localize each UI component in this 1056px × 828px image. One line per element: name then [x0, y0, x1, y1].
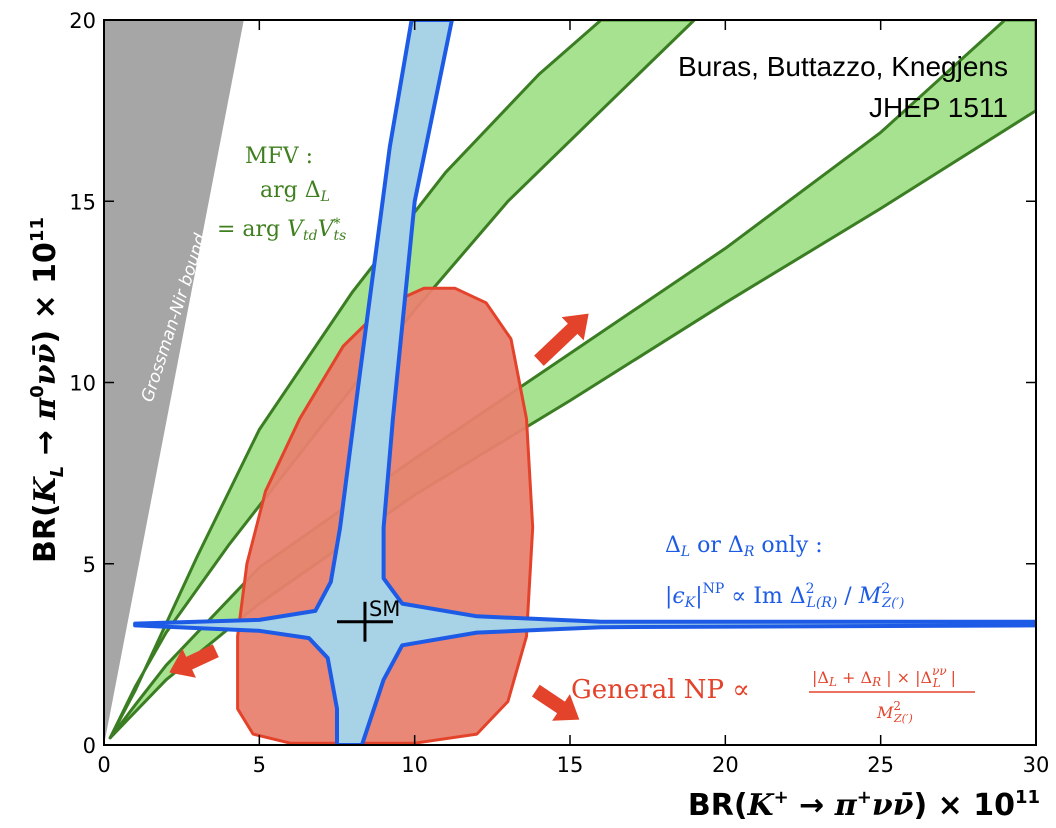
y-tick-label: 0 — [83, 734, 96, 758]
mfv-arg-delta: arg ΔL — [260, 178, 330, 205]
x-tick-label: 10 — [401, 753, 428, 777]
y-tick-label: 5 — [83, 553, 96, 577]
y-tick-label: 10 — [69, 372, 96, 396]
credit-line2: JHEP 1511 — [869, 92, 1008, 123]
arrows-layer — [169, 313, 589, 721]
x-tick-label: 20 — [712, 753, 739, 777]
region-left-handed-only — [133, 20, 1036, 745]
region-mfv-upper — [108, 20, 696, 740]
general-np-denominator: M2 Z(′) — [876, 699, 913, 725]
general-np-annotation: General NP ∝ |ΔL + ΔR | × |Δνν L | M2 Z(′) — [571, 664, 975, 725]
regions-layer — [104, 20, 1036, 745]
arrow-up-right — [534, 313, 589, 366]
x-tick-label: 25 — [867, 753, 894, 777]
mfv-eq: = arg VtdV* ts — [217, 216, 346, 244]
x-tick-label: 5 — [253, 753, 266, 777]
x-tick-label: 15 — [557, 753, 584, 777]
y-tick-label: 15 — [69, 190, 96, 214]
ticks-layer: 0 5 10 15 20 25 30 0 5 10 15 20 — [69, 9, 1049, 777]
arrow-down-right — [531, 684, 580, 721]
x-axis-title: BR(K+ → π+νν̄) × 1011 — [688, 787, 1040, 823]
general-np-numerator: |ΔL + ΔR | × |Δνν L | — [812, 664, 956, 690]
sm-label: SM — [369, 597, 400, 621]
lr-annotation: ΔL or ΔR only : |ϵK|NP ∝ Im Δ2 L(R) / M2 Z… — [665, 533, 904, 611]
region-grossman-nir — [104, 20, 244, 745]
lr-title: ΔL or ΔR only : — [665, 533, 823, 560]
x-tick-label: 30 — [1023, 753, 1050, 777]
mfv-annotation: MFV : arg ΔL = arg VtdV* ts — [217, 144, 346, 244]
arrow-left-down — [169, 644, 219, 678]
mfv-title: MFV : — [245, 144, 313, 169]
y-tick-label: 20 — [69, 9, 96, 33]
y-axis-title: BR(KL → π0νν̄) × 1011 — [27, 217, 68, 563]
sm-point — [337, 601, 393, 642]
general-np-label: General NP ∝ — [571, 675, 750, 705]
x-tick-label: 0 — [97, 753, 110, 777]
lr-formula: |ϵK|NP ∝ Im Δ2 L(R) / M2 Z(′) — [665, 581, 904, 611]
credit-line1: Buras, Buttazzo, Knegjens — [678, 51, 1008, 82]
